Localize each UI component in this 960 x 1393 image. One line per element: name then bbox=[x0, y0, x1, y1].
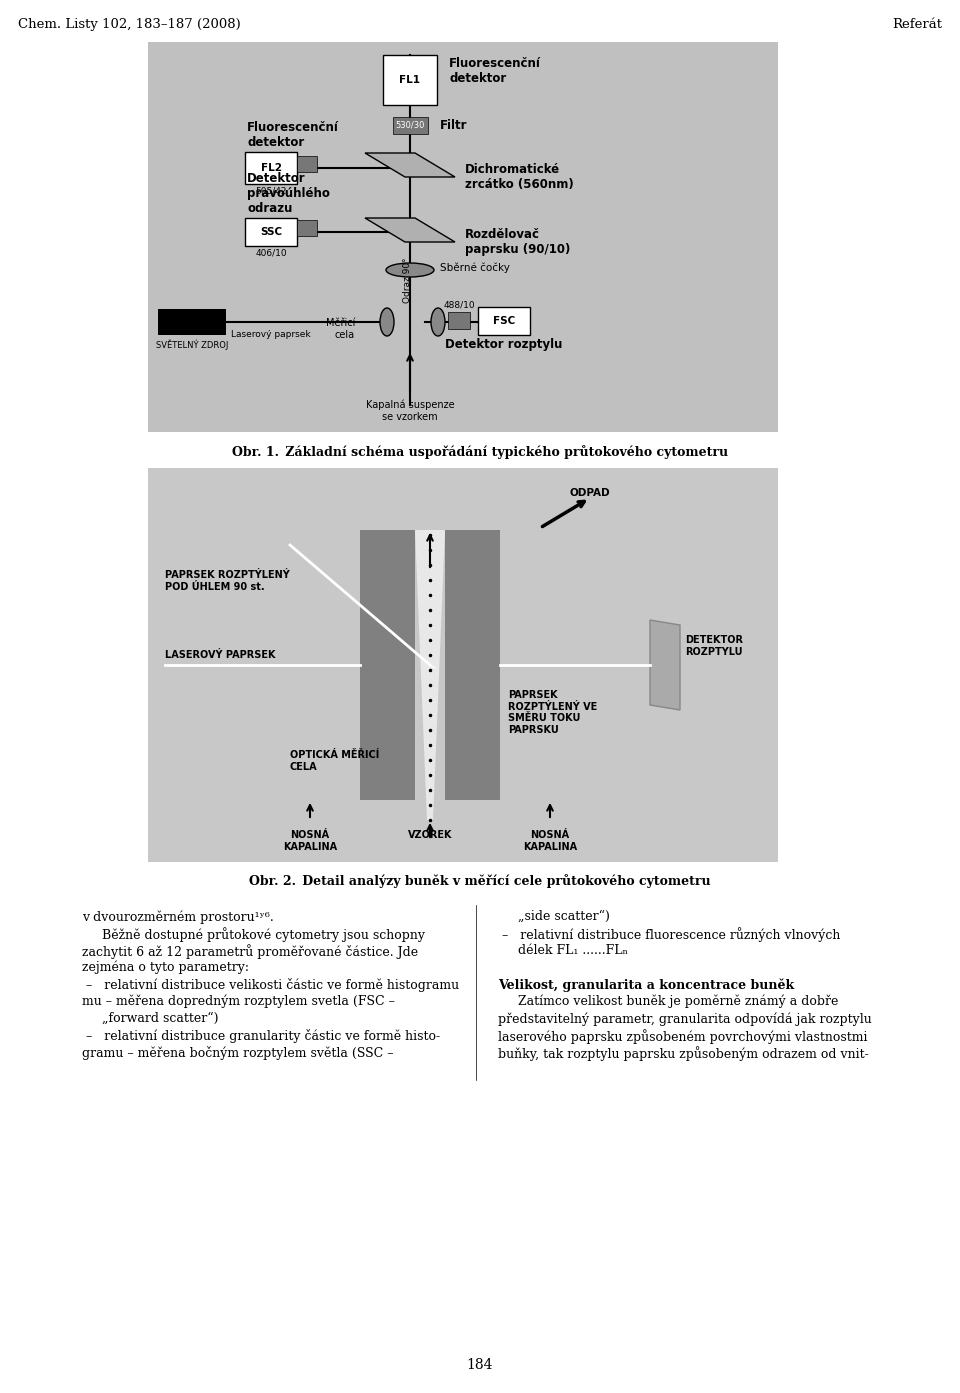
Text: OPTICKÁ MĚŘICÍ
CELA: OPTICKÁ MĚŘICÍ CELA bbox=[290, 749, 379, 772]
Bar bbox=[383, 54, 437, 104]
Ellipse shape bbox=[386, 263, 434, 277]
Text: Dichromatické
zrcátko (560nm): Dichromatické zrcátko (560nm) bbox=[465, 163, 574, 191]
Text: délek FL₁ ......FLₙ: délek FL₁ ......FLₙ bbox=[498, 944, 628, 957]
Text: Odraz 90°: Odraz 90° bbox=[403, 258, 413, 302]
Text: Měřicí
cela: Měřicí cela bbox=[325, 318, 355, 340]
Text: Laserový paprsek: Laserový paprsek bbox=[231, 330, 311, 338]
Text: 530/30: 530/30 bbox=[396, 121, 425, 130]
Text: Kapalná suspenze
se vzorkem: Kapalná suspenze se vzorkem bbox=[366, 400, 454, 422]
Bar bbox=[158, 309, 226, 334]
Text: Referát: Referát bbox=[892, 18, 942, 31]
Text: –   relativní distribuce velikosti částic ve formě histogramu: – relativní distribuce velikosti částic … bbox=[82, 978, 459, 992]
Text: představitelný parametr, granularita odpovídá jak rozptylu: představitelný parametr, granularita odp… bbox=[498, 1011, 872, 1025]
Polygon shape bbox=[365, 153, 455, 177]
Bar bbox=[148, 468, 778, 862]
Text: 488/10: 488/10 bbox=[444, 301, 475, 311]
Bar bbox=[148, 42, 778, 432]
Text: Obr. 2. Detail analýzy buněk v měřící cele průtokového cytometru: Obr. 2. Detail analýzy buněk v měřící ce… bbox=[250, 873, 710, 887]
Text: Fluorescenční
detektor: Fluorescenční detektor bbox=[247, 121, 339, 149]
Text: Filtr: Filtr bbox=[440, 118, 468, 132]
Text: –   relativní distribuce fluorescence různých vlnových: – relativní distribuce fluorescence různ… bbox=[498, 926, 840, 942]
Ellipse shape bbox=[380, 308, 394, 336]
Bar bbox=[245, 152, 297, 184]
Text: PAPRSEK
ROZPTÝLENÝ VE
SMĚRU TOKU
PAPRSKU: PAPRSEK ROZPTÝLENÝ VE SMĚRU TOKU PAPRSKU bbox=[508, 690, 597, 734]
Text: 505/42: 505/42 bbox=[255, 187, 287, 196]
Bar bbox=[297, 156, 317, 171]
Text: Běžně dostupné průtokové cytometry jsou schopny: Běžně dostupné průtokové cytometry jsou … bbox=[82, 926, 425, 942]
Text: PAPRSEK ROZPTÝLENÝ
POD ÚHLEM 90 st.: PAPRSEK ROZPTÝLENÝ POD ÚHLEM 90 st. bbox=[165, 570, 290, 592]
Text: –   relativní distribuce granularity částic ve formě histo-: – relativní distribuce granularity části… bbox=[82, 1029, 440, 1043]
Ellipse shape bbox=[431, 308, 445, 336]
Text: „forward scatter“): „forward scatter“) bbox=[82, 1011, 219, 1025]
Bar bbox=[393, 117, 428, 134]
Text: 406/10: 406/10 bbox=[255, 249, 287, 258]
Text: LASEROVÝ PAPRSEK: LASEROVÝ PAPRSEK bbox=[165, 651, 276, 660]
Text: v dvourozměrném prostoru¹ʸ⁶.: v dvourozměrném prostoru¹ʸ⁶. bbox=[82, 910, 274, 924]
Text: laserového paprsku způsobeném povrchovými vlastnostmi: laserového paprsku způsobeném povrchovým… bbox=[498, 1029, 868, 1043]
Text: Zatímco velikost buněk je poměrně známý a dobře: Zatímco velikost buněk je poměrně známý … bbox=[498, 995, 838, 1009]
Text: gramu – měřena bočným rozptylem světla (SSC –: gramu – měřena bočným rozptylem světla (… bbox=[82, 1046, 394, 1060]
Text: Fluorescenční
detektor: Fluorescenční detektor bbox=[449, 57, 540, 85]
Text: Detektor
pravoúhlého
odrazu: Detektor pravoúhlého odrazu bbox=[247, 171, 330, 215]
Text: Sběrné čočky: Sběrné čočky bbox=[440, 263, 510, 273]
Text: mu – měřena dopredným rozptylem svetla (FSC –: mu – měřena dopredným rozptylem svetla (… bbox=[82, 995, 395, 1009]
Polygon shape bbox=[650, 620, 680, 710]
Text: NOSNÁ
KAPALINA: NOSNÁ KAPALINA bbox=[523, 830, 577, 851]
Text: zachytit 6 až 12 parametrů proměřované částice. Jde: zachytit 6 až 12 parametrů proměřované č… bbox=[82, 944, 419, 958]
Text: FL2: FL2 bbox=[260, 163, 281, 173]
Text: DETEKTOR
ROZPTYLU: DETEKTOR ROZPTYLU bbox=[685, 635, 743, 656]
Text: „side scatter“): „side scatter“) bbox=[498, 910, 610, 924]
Text: Rozdělovač
paprsku (90/10): Rozdělovač paprsku (90/10) bbox=[465, 228, 570, 256]
Text: NOSNÁ
KAPALINA: NOSNÁ KAPALINA bbox=[283, 830, 337, 851]
Text: Detektor rozptylu: Detektor rozptylu bbox=[445, 338, 563, 351]
Polygon shape bbox=[365, 217, 455, 242]
Bar bbox=[360, 529, 415, 800]
Bar bbox=[297, 220, 317, 235]
Text: SSC: SSC bbox=[260, 227, 282, 237]
Text: 184: 184 bbox=[467, 1358, 493, 1372]
Bar bbox=[245, 217, 297, 247]
Text: SVĚTELNÝ ZDROJ: SVĚTELNÝ ZDROJ bbox=[156, 338, 228, 350]
Text: buňky, tak rozptylu paprsku způsobeným odrazem od vnit-: buňky, tak rozptylu paprsku způsobeným o… bbox=[498, 1046, 869, 1061]
Text: ODPAD: ODPAD bbox=[570, 488, 611, 499]
Bar bbox=[445, 529, 500, 800]
Bar bbox=[478, 306, 530, 334]
Text: Chem. Listy 102, 183–187 (2008): Chem. Listy 102, 183–187 (2008) bbox=[18, 18, 241, 31]
Text: VZOREK: VZOREK bbox=[408, 830, 452, 840]
Bar bbox=[448, 312, 470, 329]
Polygon shape bbox=[415, 529, 445, 820]
Text: FL1: FL1 bbox=[399, 75, 420, 85]
Text: Velikost, granularita a koncentrace buněk: Velikost, granularita a koncentrace buně… bbox=[498, 978, 794, 992]
Text: Obr. 1. Základní schéma uspořádání typického průtokového cytometru: Obr. 1. Základní schéma uspořádání typic… bbox=[232, 444, 728, 458]
Text: zejména o tyto parametry:: zejména o tyto parametry: bbox=[82, 961, 249, 975]
Text: FSC: FSC bbox=[492, 316, 516, 326]
